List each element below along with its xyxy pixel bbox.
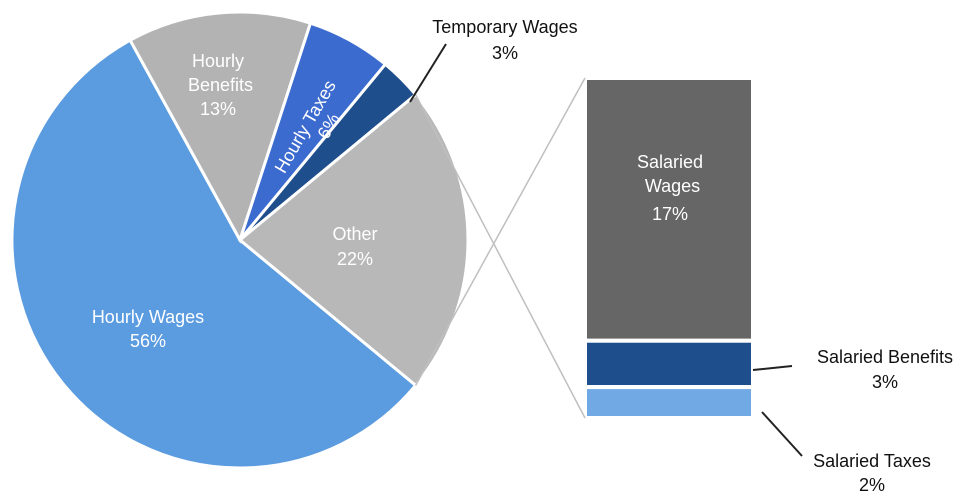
data-label-name: Hourly Benefits: [183, 51, 253, 95]
bar-segment: [583, 385, 755, 421]
connector-line: [415, 77, 586, 386]
data-label-value: 13%: [200, 99, 236, 119]
pie-slice: [237, 92, 470, 388]
data-label-name: Salaried Benefits: [817, 347, 953, 367]
pie-slice: [128, 10, 313, 244]
data-label-name: Temporary Wages: [432, 17, 577, 37]
data-label-value: 17%: [652, 204, 688, 224]
data-label-value: 3%: [872, 372, 898, 392]
data-label-name: Salaried Wages: [637, 152, 703, 196]
data-label-value: 22%: [337, 249, 373, 269]
data-label-value: 2%: [859, 475, 885, 495]
connector-line: [415, 94, 586, 419]
leader-line: [409, 43, 447, 103]
data-label-name: Salaried Taxes: [813, 451, 931, 471]
pie-slice: [10, 38, 418, 470]
bar-segment: [583, 76, 755, 343]
data-label-name: Hourly Wages: [92, 307, 204, 327]
leader-line: [761, 411, 803, 457]
data-label-value: 3%: [492, 43, 518, 63]
data-label-value: 56%: [130, 331, 166, 351]
leader-line: [752, 365, 793, 371]
data-label-name: Other: [332, 224, 377, 244]
bar-segment: [583, 338, 755, 390]
